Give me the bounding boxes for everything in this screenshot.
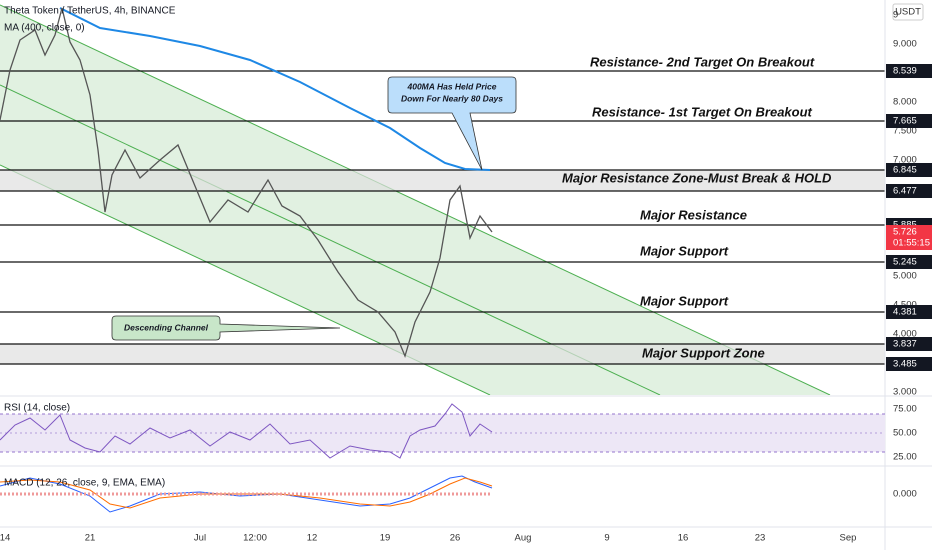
countdown: 01:55:15 <box>893 238 930 249</box>
time-tick: Aug <box>515 533 532 544</box>
level-tag-text: 5.245 <box>893 257 917 268</box>
level-tag <box>886 305 932 319</box>
level-label: Resistance- 1st Target On Breakout <box>592 104 813 119</box>
currency[interactable]: USDT <box>895 7 921 18</box>
callout-text: Descending Channel <box>124 322 209 332</box>
level-tag <box>886 357 932 371</box>
level-tag-text: 6.845 <box>893 165 917 176</box>
symbol-title: Theta Token / TetherUS, 4h, BINANCE <box>4 6 176 17</box>
rsi-tick: 25.00 <box>893 452 917 463</box>
time-tick: 16 <box>678 533 689 544</box>
support-zone <box>0 344 885 364</box>
level-label: Major Support <box>640 243 729 258</box>
callout-channel <box>111 315 341 341</box>
callout-text: Down For Nearly 80 Days <box>401 93 503 103</box>
time-tick: 19 <box>380 533 391 544</box>
price-tick: 8.000 <box>893 97 917 108</box>
price-line <box>0 7 493 358</box>
rsi-tick: 75.00 <box>893 404 917 415</box>
channel <box>0 4 831 395</box>
time-tick: 26 <box>450 533 461 544</box>
time-tick: Jul <box>194 533 206 544</box>
resistance-zone <box>0 170 885 191</box>
time-tick: 9 <box>604 533 609 544</box>
price-tick: 9.000 <box>893 39 917 50</box>
current-price-tag <box>886 225 932 250</box>
level-tag <box>886 337 932 351</box>
level-tag-text: 8.539 <box>893 66 917 77</box>
level-tag <box>886 184 932 198</box>
price-tick: 7.500 <box>893 126 917 137</box>
level-label: Major Support <box>640 293 729 308</box>
price-tick: 3.000 <box>893 387 917 398</box>
level-label: Major Resistance <box>640 207 747 222</box>
level-label: Major Support Zone <box>642 345 765 360</box>
level-tag-text: 7.665 <box>893 116 917 127</box>
level-tag-text: 3.837 <box>893 339 917 350</box>
rsi-label: RSI (14, close) <box>4 403 70 414</box>
level-tag-text: 4.381 <box>893 307 917 318</box>
level-tag <box>886 163 932 177</box>
moving-average <box>59 7 491 171</box>
rsi-band <box>0 414 885 452</box>
level-tag-text: 6.477 <box>893 186 917 197</box>
indicator-label: MA (400, close, 0) <box>4 23 85 34</box>
level-label: Resistance- 2nd Target On Breakout <box>590 54 815 69</box>
time-axis: 14 21 Jul 12:00 12 19 26 Aug 9 16 23 Sep <box>0 533 856 544</box>
macd-tick: 0.000 <box>893 489 917 500</box>
price-tick: 9 <box>893 10 898 21</box>
rsi-line <box>0 403 493 459</box>
level-tag <box>886 255 932 269</box>
time-tick: 12 <box>307 533 318 544</box>
price-tick: 7.000 <box>893 155 917 166</box>
price-tick: 4.000 <box>893 329 917 340</box>
level-label: Major Resistance Zone-Must Break & HOLD <box>562 170 832 185</box>
macd-label: MACD (12, 26, close, 9, EMA, EMA) <box>4 478 165 489</box>
level-tag <box>886 114 932 128</box>
time-tick: 23 <box>755 533 766 544</box>
channel-mid <box>0 84 661 395</box>
level-tag <box>886 64 932 78</box>
callout-text: 400MA Has Held Price <box>407 81 497 91</box>
time-tick: 12:00 <box>243 533 267 544</box>
rsi-tick: 50.00 <box>893 428 917 439</box>
channel-top <box>0 4 831 395</box>
time-tick: 14 <box>0 533 10 544</box>
currency-box[interactable] <box>892 3 924 21</box>
current-price: 5.726 <box>893 227 917 238</box>
price-tick: 5.000 <box>893 271 917 282</box>
callout-ma <box>387 76 517 171</box>
time-tick: 21 <box>85 533 96 544</box>
level-tag-text: 3.485 <box>893 359 917 370</box>
time-tick: Sep <box>840 533 857 544</box>
